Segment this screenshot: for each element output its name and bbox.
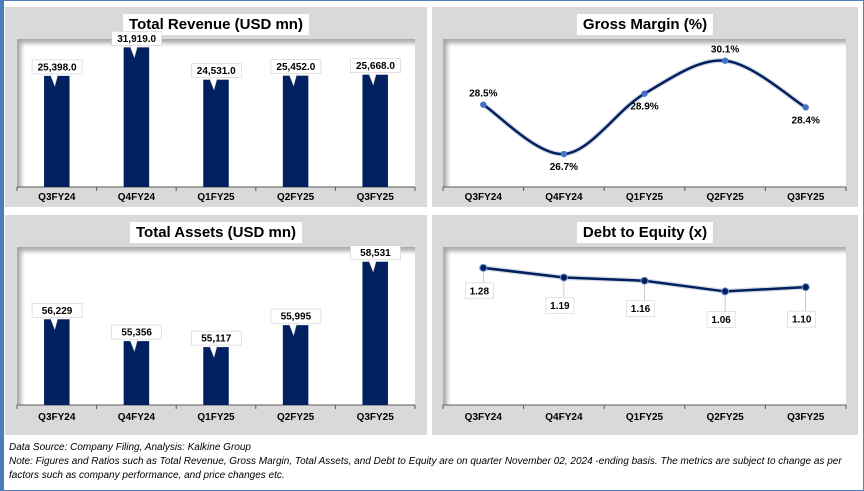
data-point — [721, 57, 729, 64]
data-label-box — [545, 297, 575, 314]
data-source-text: Data Source: Company Filing, Analysis: K… — [9, 442, 251, 453]
data-label: 58,531 — [360, 248, 391, 259]
note-text: Note: Figures and Ratios such as Total R… — [9, 456, 842, 481]
data-point — [479, 263, 488, 272]
x-tick-label: Q4FY24 — [118, 192, 156, 203]
debt-equity-chart-title: Debt to Equity (x) — [576, 222, 714, 243]
footer: Data Source: Company Filing, Analysis: K… — [9, 441, 854, 483]
frame-accent — [0, 0, 4, 491]
data-point — [641, 90, 648, 97]
data-point — [802, 104, 809, 111]
bar — [282, 75, 309, 187]
x-tick-label: Q3FY24 — [38, 412, 76, 423]
x-tick-label: Q4FY24 — [118, 412, 156, 423]
data-point — [801, 283, 810, 292]
gross-margin-chart-svg: Q3FY24 Q4FY24 Q1FY25 Q2FY25 Q3FY25 28.5% 26.7%… — [442, 45, 847, 203]
bar — [362, 261, 388, 405]
x-tick-label: Q1FY25 — [197, 412, 235, 423]
data-label: 55,995 — [281, 312, 312, 323]
bar — [362, 74, 388, 187]
x-tick-label: Q1FY25 — [626, 192, 664, 203]
debt-equity-chart-panel: Debt to Equity (x) Q3FY24 Q4FY24 Q1FY25 Q2F… — [432, 215, 858, 435]
data-point — [559, 273, 568, 282]
x-tick-label: Q4FY24 — [545, 412, 583, 423]
data-point — [480, 101, 487, 108]
x-tick-label: Q3FY25 — [787, 192, 825, 203]
assets-chart-svg: Q3FY24 Q4FY24 Q1FY25 Q2FY25 Q3FY25 56,229 55,3… — [16, 245, 416, 423]
data-label: 28.5% — [469, 89, 497, 100]
data-label-box — [350, 58, 401, 74]
bar — [44, 75, 70, 187]
data-label: 31,919.0 — [117, 34, 156, 45]
revenue-chart-svg: Q3FY24 Q4FY24 Q1FY25 Q2FY25 Q3FY25 25,398.0 31… — [16, 31, 416, 203]
data-label: 25,452.0 — [276, 62, 315, 73]
data-label: 25,398.0 — [38, 62, 77, 73]
x-tick-label: Q1FY25 — [626, 412, 664, 423]
data-label: 1.10 — [792, 315, 812, 326]
data-label: 55,117 — [201, 334, 231, 345]
bar — [282, 325, 309, 405]
data-label-box — [787, 310, 817, 328]
bar — [123, 47, 150, 188]
x-tick-label: Q2FY25 — [706, 412, 744, 423]
bar — [203, 347, 229, 405]
data-point — [560, 150, 568, 158]
bar — [123, 341, 150, 405]
data-label-box — [111, 324, 162, 340]
bar — [44, 319, 70, 405]
data-label-box — [31, 59, 83, 75]
assets-chart-title: Total Assets (USD mn) — [129, 222, 303, 243]
data-label: 1.16 — [631, 304, 651, 315]
debt-equity-chart-svg: Q3FY24 Q4FY24 Q1FY25 Q2FY25 Q3FY25 1.28 1.19 1.… — [442, 263, 847, 423]
x-tick-label: Q3FY24 — [465, 412, 503, 423]
x-tick-label: Q1FY25 — [197, 192, 235, 203]
data-label-box — [706, 311, 736, 328]
data-label-box — [464, 282, 494, 300]
revenue-chart-title: Total Revenue (USD mn) — [123, 14, 309, 35]
data-label: 24,531.0 — [197, 66, 236, 77]
x-tick-label: Q2FY25 — [706, 192, 744, 203]
gross-margin-chart-title: Gross Margin (%) — [576, 14, 714, 35]
x-tick-label: Q3FY24 — [465, 192, 503, 203]
data-label-box — [190, 63, 242, 78]
x-tick-label: Q3FY24 — [38, 192, 76, 203]
data-label-box — [270, 308, 322, 324]
data-label: 1.28 — [470, 286, 490, 297]
data-label: 1.19 — [550, 301, 570, 312]
x-tick-label: Q2FY25 — [277, 192, 315, 203]
data-label-box — [190, 330, 242, 346]
data-label-box — [31, 302, 83, 318]
data-label-box — [350, 245, 401, 261]
x-tick-label: Q3FY25 — [357, 192, 395, 203]
data-label-box — [626, 300, 655, 318]
data-label: 55,356 — [121, 328, 152, 339]
revenue-chart-panel: Total Revenue (USD mn) Q3FY24 Q4FY24 Q1FY2… — [5, 7, 427, 207]
x-tick-label: Q4FY24 — [545, 192, 583, 203]
data-label: 56,229 — [42, 306, 73, 317]
x-tick-label: Q3FY25 — [357, 412, 395, 423]
data-label: 25,668.0 — [356, 61, 395, 72]
data-label-box — [270, 59, 322, 74]
x-tick-label: Q3FY25 — [787, 412, 825, 423]
data-label: 26.7% — [550, 162, 578, 173]
data-label: 1.06 — [711, 315, 731, 326]
gross-margin-chart-panel: Gross Margin (%) Q3FY24 Q4FY24 Q1FY25 Q2FY2… — [432, 7, 858, 207]
data-point — [721, 287, 730, 296]
bar — [203, 79, 229, 187]
data-point — [640, 276, 649, 285]
x-tick-label: Q2FY25 — [277, 412, 315, 423]
gross-margin-plot-area — [443, 39, 846, 187]
data-label: 30.1% — [711, 45, 739, 56]
data-label-box — [111, 31, 162, 46]
data-label: 28.9% — [630, 102, 658, 113]
data-label: 28.4% — [792, 115, 820, 126]
assets-chart-panel: Total Assets (USD mn) Q3FY24 Q4FY24 Q1FY25… — [5, 215, 427, 435]
